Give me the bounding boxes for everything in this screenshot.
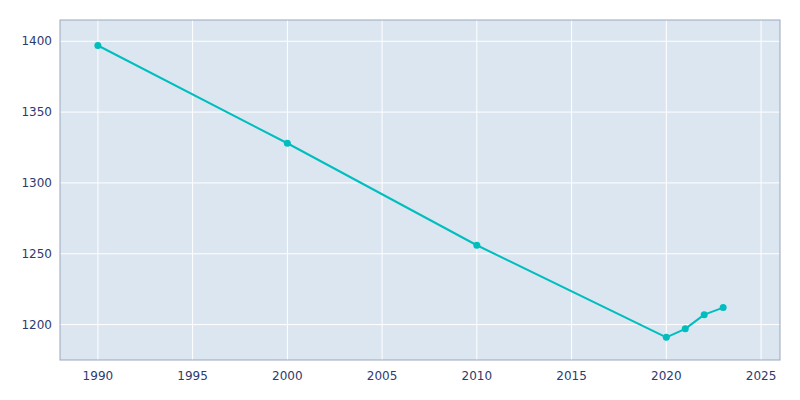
y-grid-line [60, 324, 780, 325]
x-grid-line [476, 20, 477, 360]
point [94, 42, 101, 49]
line [98, 46, 723, 338]
y-grid-line [60, 112, 780, 113]
x-tick-label: 1990 [83, 369, 114, 383]
grid [60, 20, 780, 360]
point [682, 325, 689, 332]
point [663, 334, 670, 341]
x-grid-line [97, 20, 98, 360]
y-grid-line [60, 41, 780, 42]
x-grid-line [571, 20, 572, 360]
x-grid-line [761, 20, 762, 360]
y-grid-line [60, 182, 780, 183]
y-tick-label: 1300 [21, 176, 52, 190]
plot-background [60, 20, 780, 360]
y-tick-label: 1350 [21, 105, 52, 119]
plot-frame [60, 20, 780, 360]
x-grid-line [666, 20, 667, 360]
x-tick-label: 1995 [177, 369, 208, 383]
x-tick-label: 2000 [272, 369, 303, 383]
y-tick-label: 1400 [21, 34, 52, 48]
tick-labels: 1990 1995 2000 2005 2010 2015 2020 2025 1200 1250… [21, 34, 776, 383]
point [720, 304, 727, 311]
y-grid-line [60, 253, 780, 254]
point [473, 242, 480, 249]
x-tick-label: 2020 [651, 369, 682, 383]
chart-container: 1990 1995 2000 2005 2010 2015 2020 2025 1200 1250… [0, 0, 800, 400]
chart: 1990 1995 2000 2005 2010 2015 2020 2025 1200 1250… [0, 0, 800, 400]
x-grid-line [382, 20, 383, 360]
point [701, 311, 708, 318]
x-tick-label: 2010 [462, 369, 493, 383]
x-tick-label: 2025 [746, 369, 777, 383]
y-tick-label: 1250 [21, 247, 52, 261]
x-tick-label: 2005 [367, 369, 398, 383]
x-grid-line [287, 20, 288, 360]
x-tick-label: 2015 [556, 369, 587, 383]
y-tick-label: 1200 [21, 318, 52, 332]
x-grid-line [192, 20, 193, 360]
point [284, 140, 291, 147]
series [94, 42, 726, 341]
